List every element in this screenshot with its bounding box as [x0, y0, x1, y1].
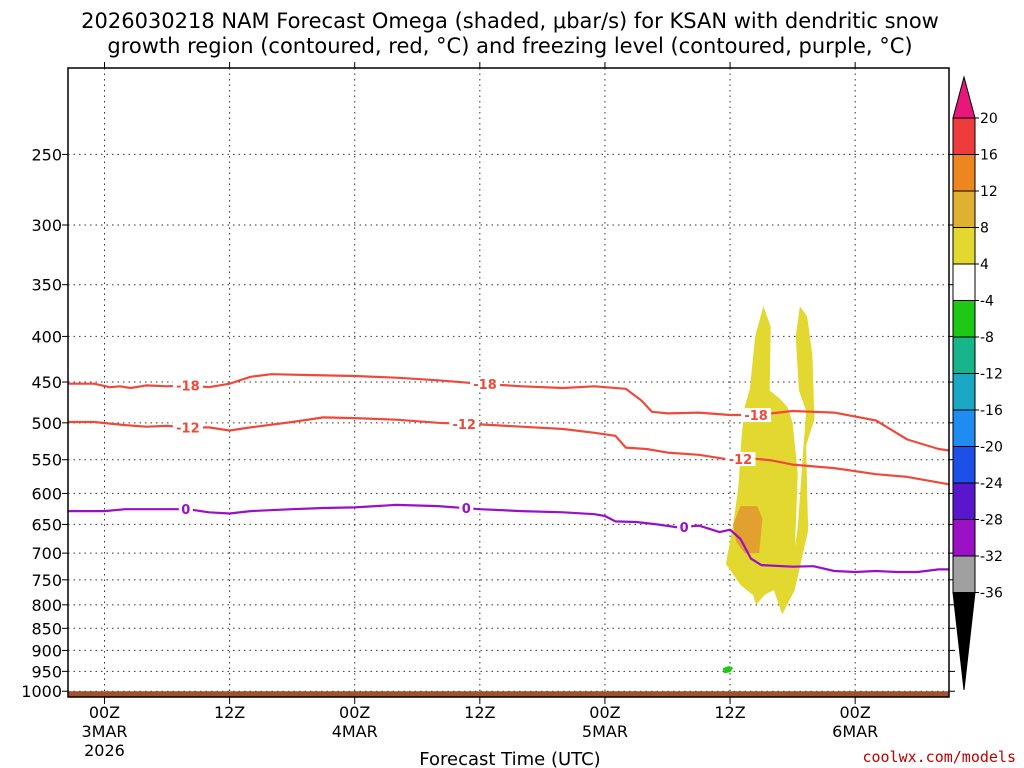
contour-label-bg-1-1 [449, 416, 480, 431]
chart-title-line-1: 2026030218 NAM Forecast Omega (shaded, μ… [81, 9, 939, 33]
contour-label-bg-2-0 [178, 502, 193, 517]
y-tick-label-950: 950 [31, 662, 62, 681]
contour-label-bg-0-2 [741, 407, 772, 422]
contour-label-0-0: -18 [176, 379, 200, 394]
colorbar-label-1: 16 [980, 148, 998, 164]
colorbar-bottom-triangle [952, 592, 976, 691]
colorbar-label-10: -24 [980, 476, 1003, 492]
y-tick-label-400: 400 [31, 327, 62, 346]
y-tick-label-350: 350 [31, 276, 62, 295]
colorbar-label-0: 20 [980, 111, 998, 127]
contour-label-1-1: -12 [452, 418, 476, 433]
ground-layer [68, 691, 949, 697]
contour-label-bg-0-1 [470, 377, 501, 392]
x-tick-date-2: 4MAR [332, 722, 378, 741]
contour-label-bg-1-0 [172, 420, 203, 435]
y-tick-label-900: 900 [31, 641, 62, 660]
y-tick-label-800: 800 [31, 596, 62, 615]
contour-label-bg-2-2 [677, 519, 692, 534]
ground-surface [68, 691, 949, 697]
colorbar-box-10 [952, 482, 976, 520]
chart-title-line-2: growth region (contoured, red, °C) and f… [107, 34, 912, 58]
colorbar-box-7 [952, 373, 976, 411]
colorbar-box-1 [952, 154, 976, 192]
contour-line-0 [68, 373, 950, 452]
colorbar-label-13: -36 [980, 586, 1003, 602]
colorbar-label-8: -16 [980, 403, 1003, 419]
colorbar-top-triangle [952, 75, 976, 119]
colorbar-box-3 [952, 227, 976, 265]
colorbar-label-12: -32 [980, 549, 1003, 565]
contour-label-1-0: -12 [176, 421, 200, 436]
colorbar-label-6: -8 [980, 330, 994, 346]
colorbar-box-11 [952, 519, 976, 557]
x-tick-label-4: 00Z [589, 703, 620, 722]
contour-line-2 [68, 503, 949, 574]
omega-region-1 [733, 506, 763, 554]
x-axis-title: Forecast Time (UTC) [419, 749, 600, 768]
colorbar-label-4: 4 [980, 257, 989, 273]
x-tick-label-1: 12Z [214, 703, 245, 722]
y-tick-label-700: 700 [31, 544, 62, 563]
y-tick-label-450: 450 [31, 373, 62, 392]
colorbar-label-3: 8 [980, 221, 989, 237]
colorbar-label-9: -20 [980, 440, 1003, 456]
colorbar-box-0 [952, 117, 976, 155]
y-tick-label-750: 750 [31, 571, 62, 590]
colorbar-label-7: -12 [980, 367, 1003, 383]
y-tick-label-1000: 1000 [21, 682, 62, 701]
x-tick-date-4: 5MAR [582, 722, 628, 741]
contours: -18 -18 -18 -12 -12 -12 0 0 0 [68, 373, 950, 574]
colorbar-box-6 [952, 336, 976, 374]
y-tick-label-600: 600 [31, 484, 62, 503]
y-tick-label-550: 550 [31, 451, 62, 470]
contour-label-2-0: 0 [181, 503, 190, 518]
colorbar-label-5: -4 [980, 294, 994, 310]
contour-label-0-1: -18 [473, 378, 497, 393]
x-tick-label-3: 12Z [464, 703, 495, 722]
colorbar-box-9 [952, 446, 976, 484]
x-tick-label-0: 00Z [89, 703, 120, 722]
contour-label-2-2: 0 [680, 521, 689, 536]
x-tick-label-6: 00Z [840, 703, 871, 722]
y-axis-ticks: 250 300 350 400 450 500 550 600 650 700 750 800 850 9… [21, 145, 955, 701]
contour-label-1-2: -12 [729, 453, 753, 468]
contour-label-bg-0-0 [172, 378, 203, 393]
x-tick-year-0: 2026 [84, 741, 125, 760]
contour-label-bg-1-2 [725, 452, 756, 467]
colorbar-box-5 [952, 300, 976, 338]
y-tick-label-250: 250 [31, 145, 62, 164]
colorbar-box-8 [952, 409, 976, 447]
y-tick-label-300: 300 [31, 216, 62, 235]
x-tick-date-6: 6MAR [832, 722, 878, 741]
colorbar-box-4 [952, 263, 976, 301]
credit-text: coolwx.com/models [862, 748, 1016, 766]
colorbar: 20 16 12 8 4 -4 -8 -12 -16 -20 -24 -28 -32 -36 [952, 75, 1003, 691]
colorbar-label-2: 12 [980, 184, 998, 200]
contour-label-0-2: -18 [744, 409, 768, 424]
y-tick-label-500: 500 [31, 414, 62, 433]
x-tick-date-0: 3MAR [81, 722, 127, 741]
x-tick-label-5: 12Z [714, 703, 745, 722]
colorbar-box-2 [952, 190, 976, 228]
y-tick-label-850: 850 [31, 619, 62, 638]
contour-label-bg-2-1 [459, 501, 474, 516]
colorbar-label-11: -28 [980, 513, 1003, 529]
omega-region-2 [722, 666, 734, 674]
x-tick-label-2: 00Z [339, 703, 370, 722]
y-tick-label-650: 650 [31, 515, 62, 534]
omega-shading [722, 306, 815, 674]
colorbar-box-12 [952, 555, 976, 593]
contour-label-2-1: 0 [462, 502, 471, 517]
